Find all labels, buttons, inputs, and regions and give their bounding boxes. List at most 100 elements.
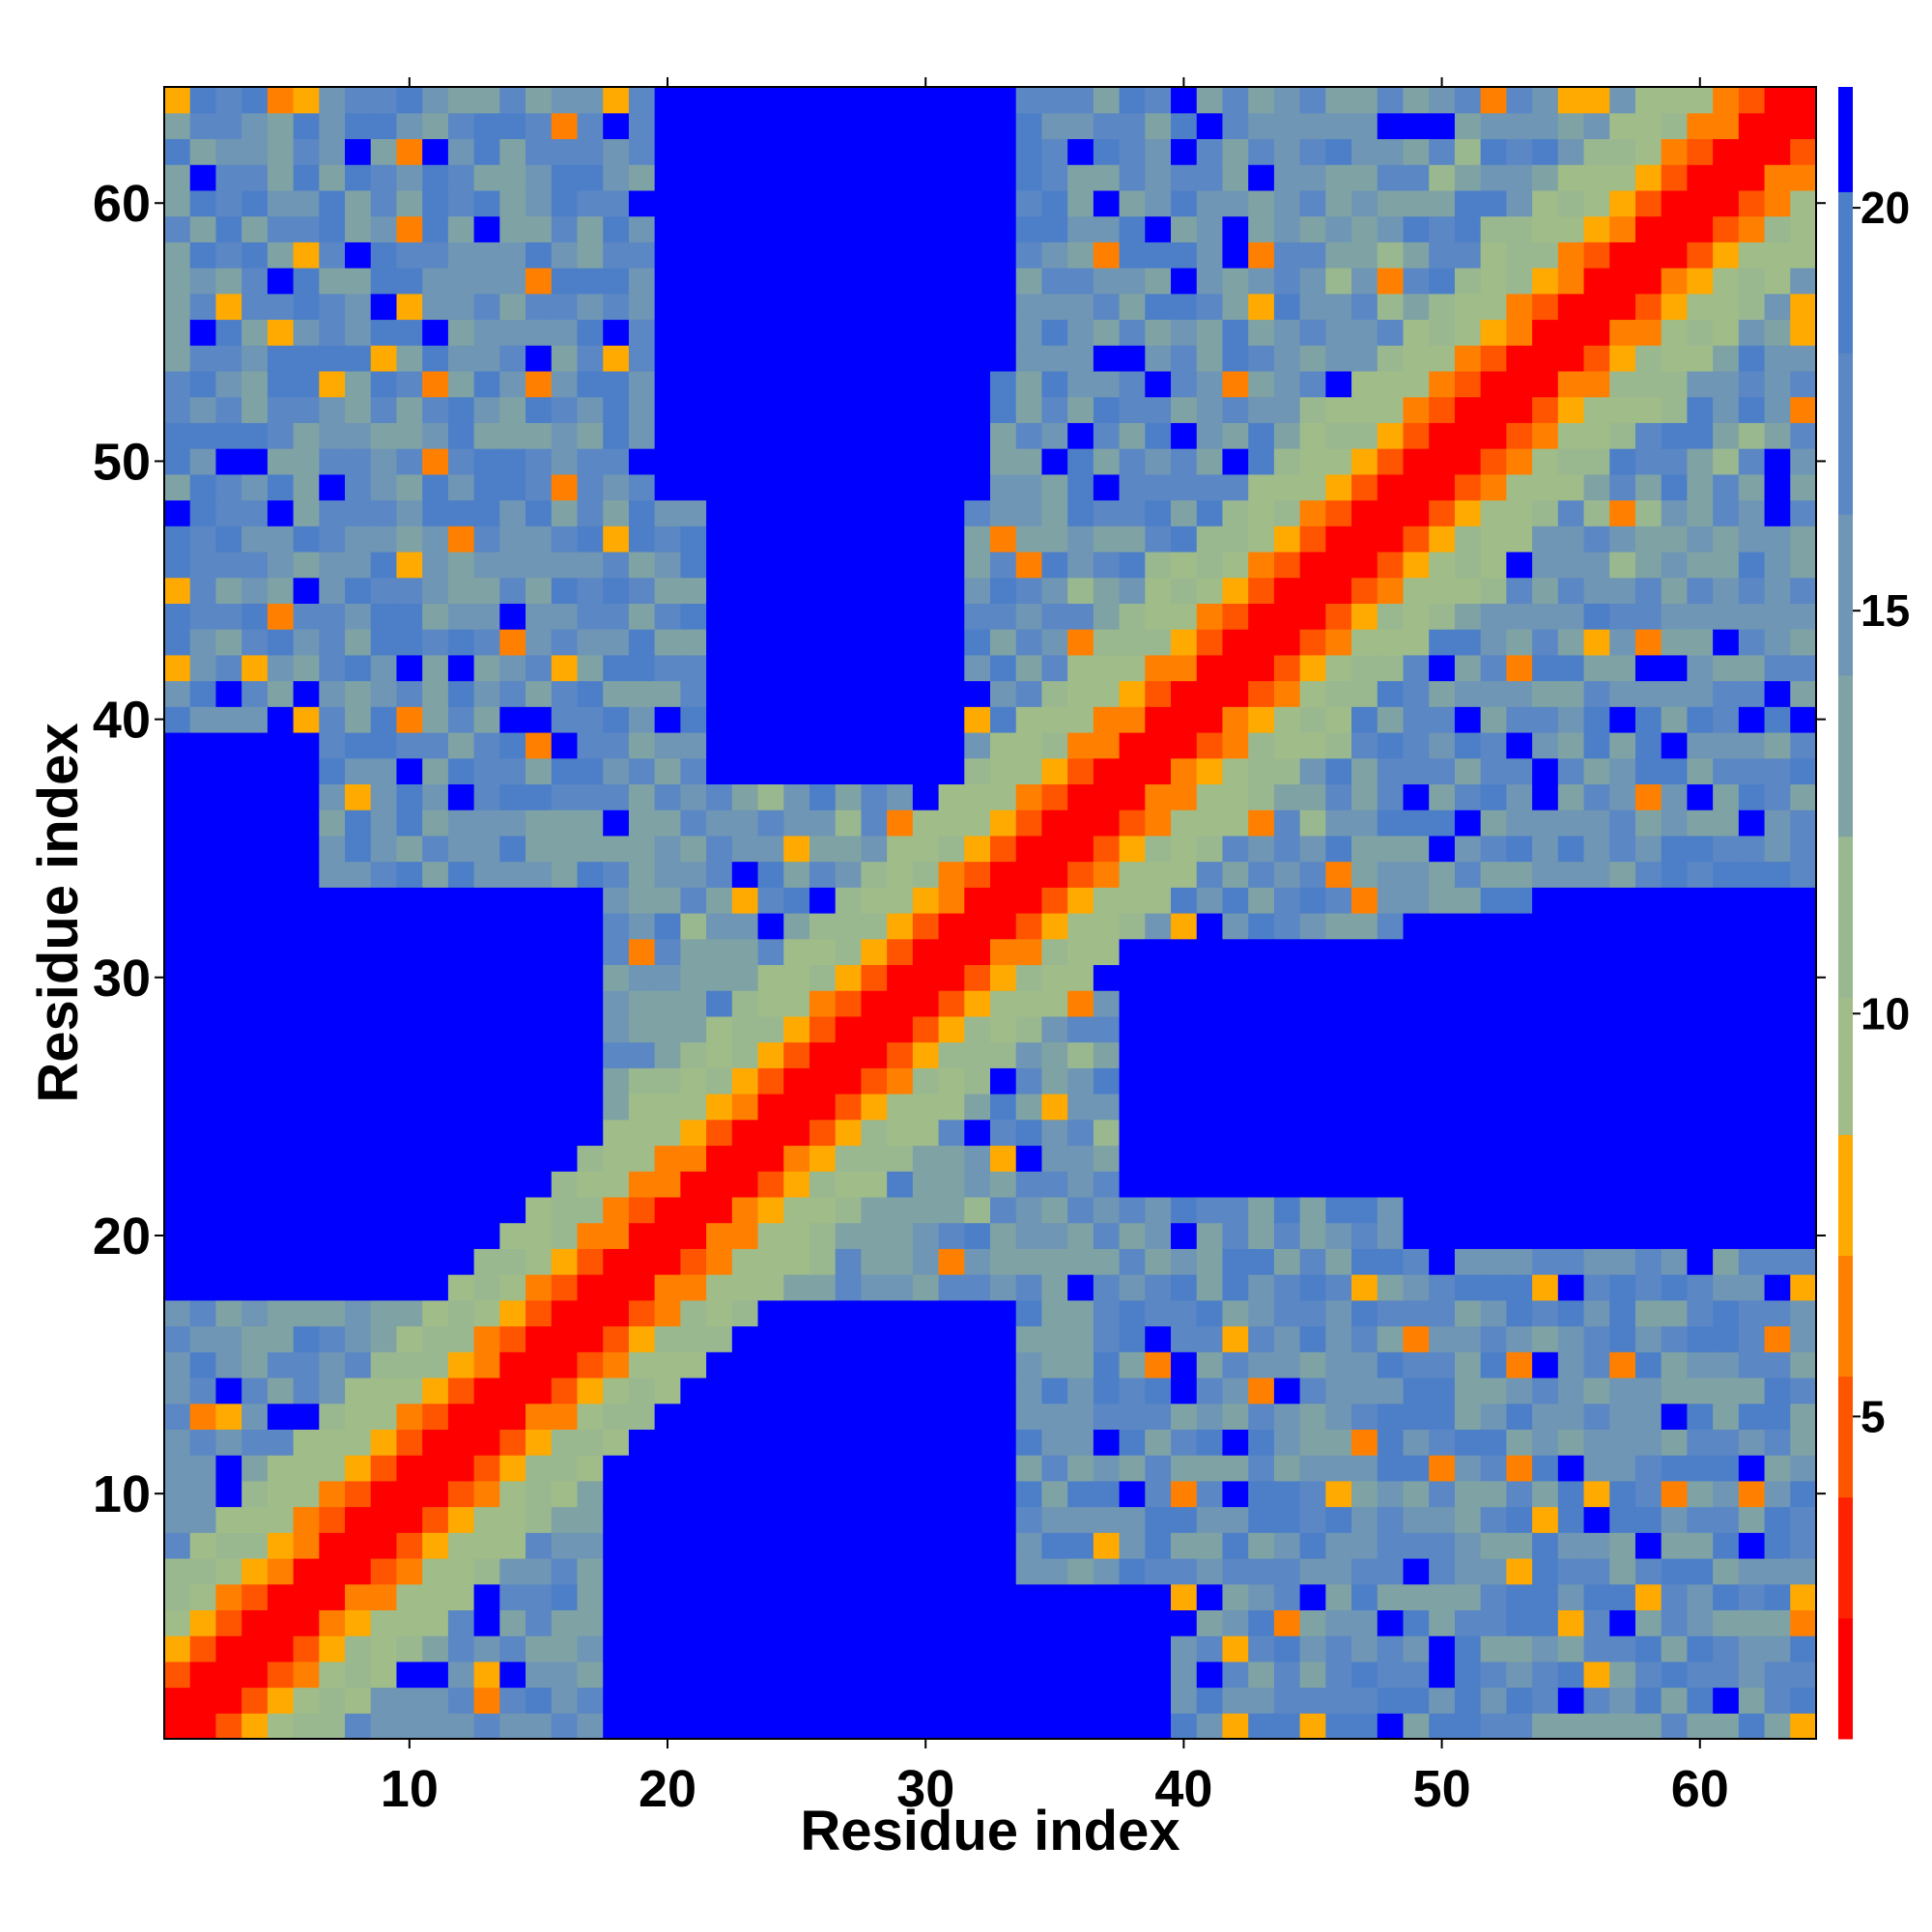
heatmap-cell — [396, 319, 423, 346]
heatmap-cell — [551, 629, 579, 656]
heatmap-cell — [551, 319, 579, 346]
heatmap-cell — [1713, 1687, 1740, 1714]
heatmap-cell — [1196, 835, 1224, 863]
heatmap-cell — [1145, 680, 1172, 707]
heatmap-cell — [1145, 242, 1172, 269]
heatmap-cell — [964, 1299, 991, 1327]
heatmap-cell — [1790, 861, 1817, 888]
heatmap-cell — [1119, 990, 1146, 1017]
heatmap-cell — [242, 731, 269, 759]
heatmap-cell — [990, 835, 1017, 863]
heatmap-cell — [912, 1480, 940, 1508]
heatmap-cell — [706, 654, 733, 682]
heatmap-cell — [473, 1145, 500, 1172]
heatmap-cell — [1119, 680, 1146, 707]
heatmap-cell — [603, 654, 630, 682]
heatmap-cell — [757, 964, 784, 991]
heatmap-cell — [1429, 1583, 1456, 1611]
heatmap-cell — [809, 1609, 837, 1636]
heatmap-cell — [1067, 757, 1094, 785]
heatmap-cell — [1506, 1248, 1533, 1275]
heatmap-cell — [447, 87, 475, 114]
heatmap-cell — [1557, 1248, 1585, 1275]
heatmap-cell — [706, 1248, 733, 1275]
heatmap-cell — [447, 1119, 475, 1147]
heatmap-cell — [861, 164, 888, 191]
heatmap-cell — [1609, 1299, 1636, 1327]
heatmap-cell — [1145, 913, 1172, 940]
heatmap-cell — [680, 1248, 707, 1275]
heatmap-cell — [189, 1609, 217, 1636]
heatmap-cell — [783, 1583, 810, 1611]
heatmap-cell — [1583, 1041, 1610, 1068]
heatmap-cell — [370, 1171, 398, 1198]
heatmap-cell — [1764, 577, 1791, 604]
heatmap-cell — [1325, 1222, 1352, 1249]
heatmap-cell — [1713, 1067, 1740, 1094]
heatmap-cell — [473, 861, 500, 888]
heatmap-cell — [912, 215, 940, 242]
heatmap-cell — [706, 1609, 733, 1636]
heatmap-cell — [1299, 1377, 1326, 1405]
heatmap-cell — [1093, 1557, 1121, 1585]
heatmap-cell — [1222, 1094, 1249, 1121]
heatmap-cell — [1661, 526, 1689, 553]
heatmap-cell — [577, 1377, 604, 1405]
heatmap-cell — [370, 810, 398, 837]
heatmap-cell — [577, 1041, 604, 1068]
heatmap-cell — [1145, 215, 1172, 242]
heatmap-cell — [1790, 1713, 1817, 1740]
heatmap-cell — [293, 1145, 320, 1172]
heatmap-cell — [551, 1067, 579, 1094]
heatmap-cell — [499, 835, 526, 863]
heatmap-cell — [1532, 1067, 1559, 1094]
heatmap-cell — [1661, 1455, 1689, 1482]
heatmap-cell — [1273, 189, 1301, 217]
heatmap-cell — [1687, 1609, 1714, 1636]
heatmap-cell — [1557, 913, 1585, 940]
heatmap-cell — [1067, 422, 1094, 449]
heatmap-cell — [1377, 551, 1405, 579]
heatmap-cell — [938, 396, 965, 423]
heatmap-cell — [526, 706, 553, 733]
heatmap-cell — [1429, 1041, 1456, 1068]
heatmap-cell — [731, 964, 759, 991]
heatmap-cell — [1634, 242, 1662, 269]
heatmap-cell — [1351, 990, 1378, 1017]
heatmap-cell — [499, 964, 526, 991]
heatmap-cell — [499, 499, 526, 526]
heatmap-cell — [1634, 112, 1662, 140]
heatmap-cell — [1506, 1403, 1533, 1430]
x-axis: 10 20 30 40 50 60 — [381, 77, 1729, 1818]
heatmap-cell — [1325, 1635, 1352, 1662]
heatmap-cell — [551, 913, 579, 940]
heatmap-cell — [396, 577, 423, 604]
heatmap-cell — [499, 1119, 526, 1147]
heatmap-cell — [215, 680, 242, 707]
heatmap-cell — [473, 1377, 500, 1405]
heatmap-cell — [809, 189, 837, 217]
heatmap-cell — [1119, 293, 1146, 321]
heatmap-cell — [1015, 1041, 1043, 1068]
heatmap-cell — [912, 1713, 940, 1740]
heatmap-cell — [189, 242, 217, 269]
heatmap-cell — [1429, 242, 1456, 269]
heatmap-cell — [1222, 164, 1249, 191]
heatmap-cell — [1609, 1661, 1636, 1689]
heatmap-cell — [783, 1325, 810, 1352]
heatmap-cell — [1506, 731, 1533, 759]
heatmap-cell — [783, 1041, 810, 1068]
heatmap-cell — [526, 1222, 553, 1249]
heatmap-cell — [473, 1351, 500, 1378]
heatmap-cell — [603, 1532, 630, 1559]
heatmap-cell — [1480, 1609, 1507, 1636]
heatmap-cell — [422, 1609, 449, 1636]
heatmap-cell — [654, 654, 681, 682]
heatmap-cell — [215, 396, 242, 423]
heatmap-cell — [1634, 1274, 1662, 1301]
heatmap-cell — [1687, 810, 1714, 837]
heatmap-cell — [499, 189, 526, 217]
heatmap-cell — [757, 345, 784, 372]
heatmap-cell — [887, 964, 914, 991]
heatmap-cell — [293, 680, 320, 707]
